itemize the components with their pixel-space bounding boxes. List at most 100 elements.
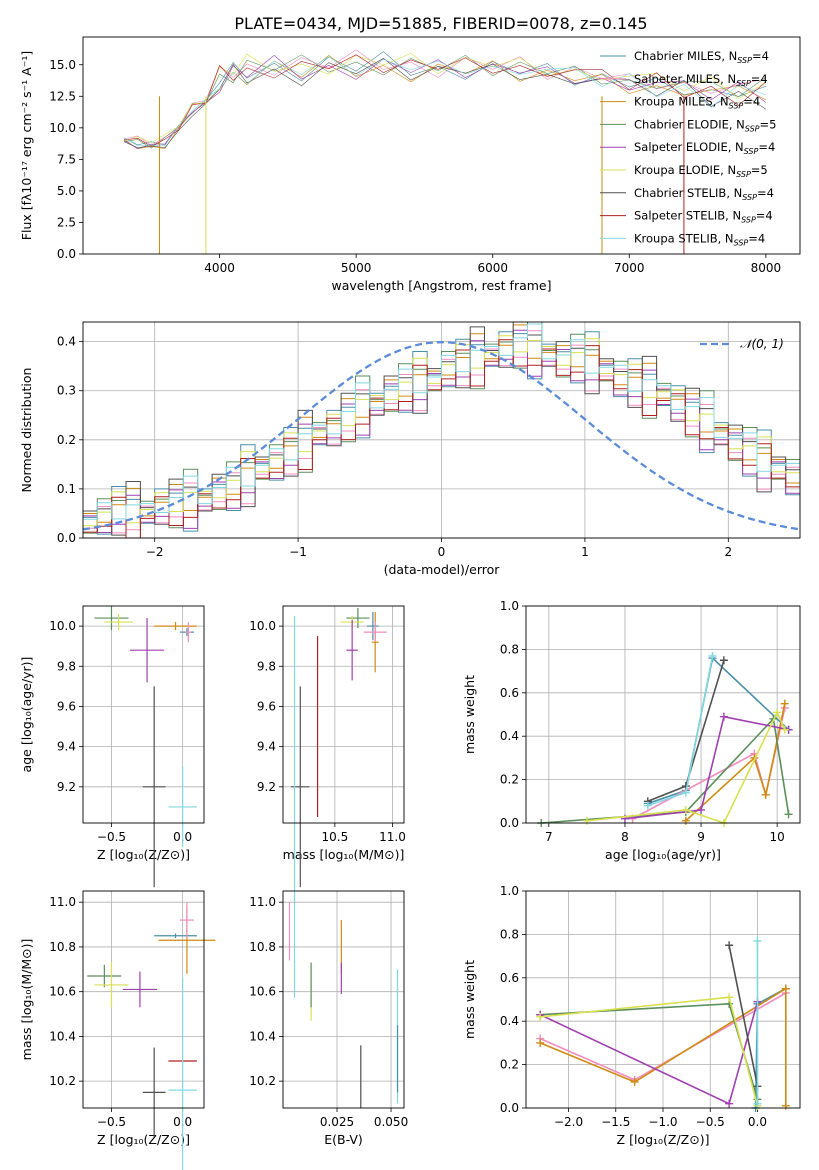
y-tick-label: 11.0 [49, 895, 76, 909]
legend-tail: =4 [757, 186, 774, 200]
legend-sub: SSP [737, 56, 752, 65]
weight-marker [784, 810, 793, 819]
weight-marker [753, 1099, 762, 1108]
y-tick-label: 0.4 [500, 1014, 519, 1028]
x-tick-label: 10.5 [321, 830, 348, 844]
weight-marker [781, 1101, 790, 1110]
y-tick-label: 0.8 [500, 642, 519, 656]
y-axis-label: Normed distribution [19, 368, 34, 493]
y-tick-label: 15.0 [49, 58, 76, 72]
y-tick-label: 10.8 [49, 940, 76, 954]
weight-series [685, 703, 786, 822]
y-tick-label: 9.8 [257, 659, 276, 673]
histograms [83, 322, 800, 538]
panel-weight-Z: −2.0 −1.5 −1.0 −0.5 0.0 0.0 0.2 0.4 0.6 0.8 1.0 Z [… [462, 884, 801, 1147]
histogram-series [83, 330, 800, 534]
plot-frame [82, 890, 205, 1109]
legend-sub: SSP [741, 216, 756, 225]
weight-marker [708, 651, 717, 660]
panel-mass-EBV: 0.025 0.050 10.2 10.4 10.6 10.8 11.0 E(B-V) [249, 890, 408, 1147]
y-tick-label: 10.6 [49, 985, 76, 999]
x-axis-label: Z [log₁₀(Z/Z⊙)] [97, 1132, 190, 1147]
x-tick-label: 0.050 [374, 1115, 408, 1129]
legend-tail: =4 [756, 209, 773, 223]
plot-frame [282, 605, 405, 824]
legend-entry: Kroupa MILES, NSSP=4 [634, 95, 760, 111]
weight-marker [681, 816, 690, 825]
legend-sub: SSP [742, 193, 757, 202]
x-tick-label: 9 [697, 830, 705, 844]
x-tick-label: −1.5 [601, 1115, 630, 1129]
y-tick-label: 0.4 [500, 729, 519, 743]
legend-label: Kroupa ELODIE, N [634, 163, 736, 177]
legend-label: Chabrier STELIB, N [634, 186, 742, 200]
weight-marker [681, 788, 690, 797]
spectrum-series [123, 56, 767, 147]
x-tick-label: 8000 [751, 261, 782, 275]
legend-entry: Salpeter MILES, NSSP=4 [634, 72, 768, 88]
weight-series [728, 945, 759, 1087]
spectrum-series [123, 53, 767, 144]
panel-age-Z: −0.5 0.09.29.49.69.810.0Z [log₁₀(Z/Z⊙)]ag… [19, 605, 205, 888]
y-axis-label: mass [log₁₀(M/M⊙)] [19, 939, 34, 1061]
histogram-series [83, 339, 800, 538]
histogram-series [83, 322, 800, 536]
spectrum-lines [123, 49, 767, 254]
y-tick-label: 0.0 [500, 816, 519, 830]
weight-marker [719, 712, 728, 721]
legend-tail: =4 [743, 95, 760, 109]
x-axis-label: (data-model)/error [384, 562, 501, 577]
weight-series [540, 996, 759, 1107]
y-tick-label: 0.0 [500, 1101, 519, 1115]
x-tick-label: 5000 [341, 261, 372, 275]
weight-marker [753, 936, 762, 945]
x-tick-label: 7 [545, 830, 553, 844]
figure-title: PLATE=0434, MJD=51885, FIBERID=0078, z=0… [234, 14, 647, 33]
y-tick-label: 10.0 [249, 619, 276, 633]
y-tick-label: 0.8 [500, 927, 519, 941]
y-tick-label: 1.0 [500, 884, 519, 898]
y-tick-label: 12.5 [49, 89, 76, 103]
panel-residuals: −2 −1 0 1 2 0.0 0.1 0.2 0.3 0.4 (data-model)/error… [19, 321, 801, 577]
y-tick-label: 10.2 [49, 1074, 76, 1088]
legend-entry: Salpeter ELODIE, NSSP=4 [634, 140, 775, 156]
x-tick-label: 10 [770, 830, 785, 844]
histogram-series [83, 329, 800, 533]
legend-sub: SSP [744, 147, 759, 156]
legend-label: Kroupa STELIB, N [634, 231, 734, 245]
y-tick-label: 0.2 [57, 433, 76, 447]
legend-entry: Chabrier STELIB, NSSP=4 [634, 186, 774, 202]
normal-curve [83, 341, 800, 531]
legend-label: Salpeter MILES, N [634, 72, 736, 86]
x-axis-label: wavelength [Angstrom, rest frame] [331, 278, 551, 293]
histogram-series [83, 323, 800, 520]
weight-marker [681, 805, 690, 814]
y-axis-label: mass weight [462, 960, 477, 1039]
x-tick-label: 7000 [614, 261, 645, 275]
weight-marker [697, 805, 706, 814]
y-tick-label: 9.6 [257, 699, 276, 713]
legend-tail: =5 [751, 163, 768, 177]
histogram-series [83, 331, 800, 535]
weight-series [541, 717, 790, 824]
x-tick-label: 1 [581, 545, 589, 559]
weight-marker [630, 1077, 639, 1086]
legend-sub: SSP [745, 124, 760, 133]
legend-tail: =4 [748, 231, 765, 245]
y-tick-label: 10.2 [249, 1074, 276, 1088]
y-tick-label: 0.3 [57, 384, 76, 398]
panel-spectrum: 4000 5000 6000 7000 8000 0.0 2.5 5.0 7.5 10.0 12.5… [19, 36, 801, 293]
weight-series [539, 987, 787, 1106]
x-tick-label: 0.025 [320, 1115, 354, 1129]
legend-entry: Salpeter STELIB, NSSP=4 [634, 209, 773, 225]
legend-sub: SSP [734, 238, 749, 247]
legend-entry: Kroupa ELODIE, NSSP=5 [634, 163, 768, 179]
y-tick-label: 0.4 [57, 335, 76, 349]
x-tick-label: −0.5 [97, 1115, 126, 1129]
y-tick-label: 0.1 [57, 482, 76, 496]
x-axis-label: Z [log₁₀(Z/Z⊙)] [617, 1132, 710, 1147]
legend-label: Salpeter ELODIE, N [634, 140, 744, 154]
y-tick-label: 9.4 [57, 740, 76, 754]
y-tick-label: 10.4 [249, 1029, 276, 1043]
x-tick-label: −2.0 [554, 1115, 583, 1129]
